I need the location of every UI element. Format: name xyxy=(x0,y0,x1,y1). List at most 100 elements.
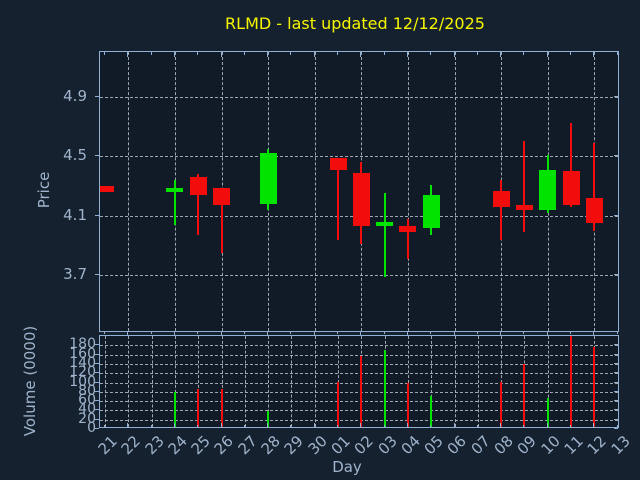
x-tick-bottom xyxy=(127,423,129,428)
x-tick-top xyxy=(360,52,362,57)
volume-axis-tick-right xyxy=(614,381,618,383)
price-axis-tick-left xyxy=(95,214,99,216)
volume-axis-tick-right xyxy=(614,362,618,364)
x-axis-label: Day xyxy=(332,458,362,476)
x-tick-mid xyxy=(523,331,525,334)
x-tick-top xyxy=(453,52,455,57)
candle-wick-24 xyxy=(173,180,176,225)
x-tick-label: 02 xyxy=(350,432,378,459)
volume-gridline xyxy=(100,410,618,412)
volume-bar-10 xyxy=(546,398,549,427)
candle-body-01 xyxy=(329,157,347,170)
price-gridline xyxy=(100,96,618,98)
price-tick-label: 4.1 xyxy=(63,205,87,224)
x-tick-mid xyxy=(197,331,199,334)
chart-title: RLMD - last updated 12/12/2025 xyxy=(225,14,485,33)
x-tick-top xyxy=(406,52,408,57)
x-tick-top xyxy=(220,52,222,57)
volume-day-gridline xyxy=(338,336,339,427)
volume-tick-label: 180 xyxy=(69,336,96,353)
volume-day-gridline xyxy=(151,336,153,427)
volume-day-gridline xyxy=(431,336,433,427)
price-tick-label: 4.9 xyxy=(63,86,87,105)
price-axis-tick-right xyxy=(614,214,618,216)
volume-gridline xyxy=(100,401,618,403)
volume-day-gridline xyxy=(477,336,479,427)
x-tick-label: 09 xyxy=(513,432,541,459)
candle-wick-12 xyxy=(593,142,596,231)
volume-bar-01 xyxy=(337,382,339,427)
volume-day-gridline xyxy=(291,336,293,427)
volume-axis-label: Volume (0000) xyxy=(21,325,39,437)
volume-tick-label: 60 xyxy=(78,392,96,409)
x-tick-top xyxy=(127,52,129,57)
volume-gridline xyxy=(100,391,618,393)
price-axis-tick-left xyxy=(95,95,99,97)
x-tick-mid xyxy=(406,331,408,336)
x-tick-label: 22 xyxy=(117,432,145,459)
volume-axis-tick-left xyxy=(95,400,99,402)
x-tick-bottom xyxy=(546,423,548,428)
volume-axis-tick-right xyxy=(614,409,618,411)
x-tick-top xyxy=(313,52,315,57)
volume-day-gridline xyxy=(174,336,176,427)
x-tick-mid xyxy=(546,331,548,336)
volume-bar-05 xyxy=(430,395,433,427)
volume-axis-tick-right xyxy=(614,418,618,420)
volume-gridline xyxy=(100,382,618,384)
x-tick-bottom xyxy=(523,425,525,428)
volume-axis-tick-left xyxy=(95,428,99,429)
price-axis-tick-left xyxy=(95,155,99,157)
volume-axis-tick-left xyxy=(95,362,99,364)
price-gridline xyxy=(100,275,618,277)
x-tick-bottom xyxy=(173,423,175,428)
volume-bar-12 xyxy=(593,346,596,427)
candle-wick-03 xyxy=(383,193,386,277)
candle-body-21 xyxy=(100,186,114,192)
x-tick-mid xyxy=(290,331,292,334)
volume-day-gridline xyxy=(105,336,106,427)
candle-wick-11 xyxy=(570,123,572,207)
x-tick-bottom xyxy=(430,425,432,428)
x-tick-bottom xyxy=(500,423,502,428)
candle-body-24 xyxy=(166,187,184,192)
price-tick-label: 3.7 xyxy=(63,265,87,284)
x-tick-top xyxy=(430,52,432,55)
x-tick-mid xyxy=(476,331,478,334)
volume-axis-tick-right xyxy=(614,390,618,392)
candle-body-25 xyxy=(189,177,207,195)
candle-body-04 xyxy=(399,226,417,233)
candle-wick-01 xyxy=(337,157,339,240)
price-axis-tick-right xyxy=(614,95,618,97)
x-tick-mid xyxy=(150,331,152,334)
volume-bar-26 xyxy=(220,389,223,427)
x-tick-label: 29 xyxy=(280,432,308,459)
x-tick-top xyxy=(570,52,571,55)
volume-gridline xyxy=(100,373,618,375)
candle-body-02 xyxy=(352,172,370,227)
x-tick-mid xyxy=(313,331,315,336)
candle-wick-25 xyxy=(197,174,200,236)
x-tick-label: 12 xyxy=(583,432,611,459)
x-tick-bottom xyxy=(337,425,338,428)
volume-tick-label: 140 xyxy=(69,354,96,371)
x-tick-top xyxy=(173,52,175,57)
x-tick-top xyxy=(616,52,618,55)
x-tick-top xyxy=(500,52,502,57)
x-tick-bottom xyxy=(290,425,292,428)
x-tick-bottom xyxy=(453,423,455,428)
price-plot xyxy=(99,51,619,332)
volume-tick-label: 40 xyxy=(78,401,96,418)
volume-day-gridline xyxy=(501,336,503,427)
volume-bar-02 xyxy=(360,356,363,427)
x-tick-bottom xyxy=(593,423,595,428)
x-tick-mid xyxy=(453,331,455,336)
volume-day-gridline xyxy=(547,336,549,427)
volume-bar-28 xyxy=(267,410,270,427)
x-tick-top xyxy=(267,52,269,57)
candle-body-03 xyxy=(376,221,394,227)
x-tick-mid xyxy=(104,331,105,334)
volume-plot xyxy=(99,335,619,428)
x-tick-mid xyxy=(127,331,129,336)
